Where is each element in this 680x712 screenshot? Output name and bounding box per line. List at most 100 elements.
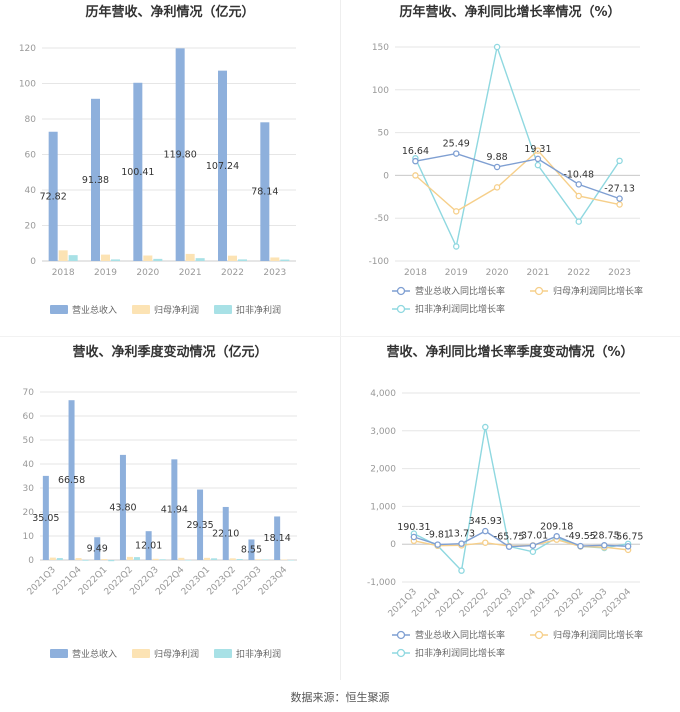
bar-revenue <box>222 506 229 560</box>
series-point <box>575 218 582 225</box>
series-point <box>410 533 418 541</box>
legend-label: 归母净利润 <box>154 304 199 316</box>
y-tick-label: 80 <box>25 115 37 125</box>
bar-deducted-profit <box>82 560 89 561</box>
chart-title: 营收、净利同比增长率季度变动情况（%） <box>386 344 633 360</box>
bar-deducted-profit <box>56 558 63 560</box>
series-point <box>575 181 582 188</box>
bar-data-label: 119.80 <box>164 150 197 161</box>
series-point <box>434 541 441 548</box>
line-data-label: 13.73 <box>448 529 475 540</box>
chart-title: 营收、净利季度变动情况（亿元） <box>72 344 267 360</box>
series-point <box>616 201 623 208</box>
bar-deducted-profit <box>111 259 120 261</box>
bar-data-label: 107.24 <box>206 161 239 172</box>
series-point <box>412 157 419 165</box>
series-line-deducted-profit-growth <box>413 426 629 573</box>
x-tick-label: 2018 <box>404 268 427 278</box>
x-tick-label: 2022 <box>221 268 244 278</box>
legend-swatch <box>132 305 150 314</box>
bar-revenue <box>274 516 281 560</box>
bar-deducted-profit <box>288 560 295 561</box>
bar-revenue <box>133 82 143 261</box>
bar-data-label: 22.10 <box>212 528 239 539</box>
series-point <box>493 43 501 51</box>
bar-revenue <box>171 459 178 560</box>
series-point <box>534 147 542 154</box>
bar-data-label: 66.58 <box>58 475 85 486</box>
panel-divider-vertical <box>340 0 341 680</box>
legend-swatch <box>50 649 68 658</box>
legend-marker <box>396 286 406 296</box>
series-point <box>577 542 584 550</box>
y-tick-label: 4,000 <box>370 389 396 399</box>
series-point <box>553 533 560 540</box>
x-tick-label: 2019 <box>445 268 468 278</box>
y-tick-label: 20 <box>23 508 35 518</box>
y-tick-label: -100 <box>369 257 390 267</box>
legend-marker <box>396 304 406 314</box>
series-point <box>493 163 501 171</box>
x-tick-label: 2022 <box>567 268 590 278</box>
y-tick-label: 0 <box>30 257 36 267</box>
bar-net-profit <box>281 559 288 561</box>
y-tick-label: 40 <box>25 186 37 196</box>
line-data-label: -28.75 <box>589 530 620 541</box>
series-point <box>458 567 465 574</box>
line-data-label: -56.75 <box>613 531 644 542</box>
legend-label: 扣非净利润同比增长率 <box>415 647 505 659</box>
line-data-label: -9.81 <box>425 530 450 541</box>
series-point <box>616 195 623 202</box>
bar-net-profit <box>185 253 195 261</box>
bar-deducted-profit <box>262 559 269 561</box>
line-data-label: -49.55 <box>565 531 596 542</box>
series-point <box>482 423 489 431</box>
x-tick-label: 2023Q4 <box>257 565 290 598</box>
bar-net-profit <box>101 559 108 560</box>
bar-revenue <box>94 537 101 560</box>
y-tick-label: 150 <box>372 43 389 53</box>
bar-net-profit <box>229 558 236 560</box>
annual-growth-chart: 历年营收、净利同比增长率情况（%） -100 -50 0 50 100 150 2018 201… <box>369 4 643 315</box>
y-tick-label: 10 <box>23 532 35 542</box>
legend-label: 营业总收入 <box>72 304 117 316</box>
quarterly-amount-chart: 营收、净利季度变动情况（亿元）0102030405060702021Q32021… <box>23 344 297 660</box>
y-tick-label: 3,000 <box>370 427 396 437</box>
legend-label: 扣非净利润同比增长率 <box>415 303 505 315</box>
y-tick-label: -50 <box>374 214 389 224</box>
y-tick-label: 1,000 <box>370 502 396 512</box>
bar-net-profit <box>126 556 133 560</box>
y-tick-label: 50 <box>378 129 390 139</box>
y-tick-label: 0 <box>28 556 34 566</box>
bar-revenue <box>145 531 152 560</box>
bar-revenue <box>68 400 75 560</box>
bar-deducted-profit <box>133 557 140 560</box>
series-point <box>534 155 542 163</box>
bar-data-label: 35.05 <box>32 513 59 524</box>
bar-net-profit <box>255 559 262 560</box>
series-point <box>505 543 513 550</box>
bar-revenue <box>197 489 204 560</box>
series-point <box>453 243 460 250</box>
y-tick-label: 40 <box>23 460 35 470</box>
series-point <box>453 150 460 157</box>
y-tick-label: 70 <box>23 388 35 398</box>
bar-deducted-profit <box>68 255 78 261</box>
y-tick-label: 100 <box>19 80 36 90</box>
bar-data-label: 78.14 <box>251 187 278 198</box>
x-tick-label: 2021 <box>179 268 202 278</box>
bar-revenue <box>260 122 270 261</box>
line-data-label: -65.75 <box>494 532 525 543</box>
bar-deducted-profit <box>185 560 192 561</box>
y-tick-label: 60 <box>23 412 35 422</box>
bar-data-label: 29.35 <box>186 520 213 531</box>
series-point <box>412 172 419 179</box>
bar-deducted-profit <box>211 558 218 560</box>
bar-net-profit <box>143 255 153 261</box>
x-tick-label: 2021 <box>526 268 549 278</box>
series-point <box>534 161 542 169</box>
legend-swatch <box>132 649 150 658</box>
bar-revenue <box>218 70 227 261</box>
bar-data-label: 18.14 <box>264 533 291 544</box>
series-point <box>529 548 537 556</box>
